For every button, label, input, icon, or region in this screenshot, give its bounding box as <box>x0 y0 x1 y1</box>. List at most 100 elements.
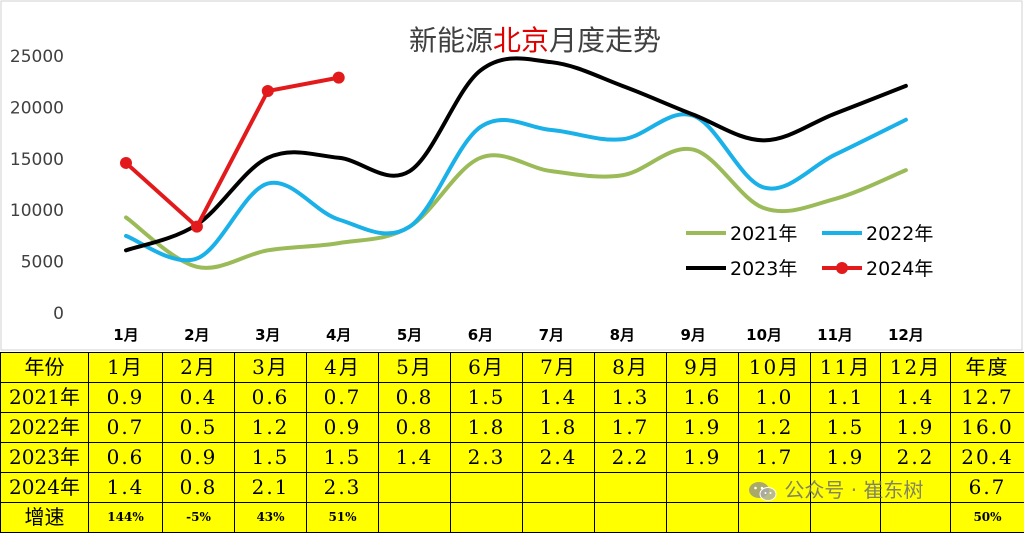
y-tick-label: 15000 <box>10 150 64 170</box>
table-cell <box>667 473 739 503</box>
table-cell: 0.9 <box>307 413 379 443</box>
x-tick-label: 9月 <box>680 326 705 344</box>
legend-label: 2021年 <box>730 223 797 245</box>
x-tick-label: 7月 <box>539 326 564 344</box>
table-cell: 1.3 <box>595 383 667 413</box>
table-cell: 4月 <box>307 353 379 383</box>
table-cell: 1.5 <box>235 443 307 473</box>
table-cell: 2.2 <box>881 443 951 473</box>
table-cell: 1.4 <box>881 383 951 413</box>
table-cell: 2.2 <box>595 443 667 473</box>
y-tick-label: 25000 <box>10 47 64 67</box>
table-cell: 1.2 <box>235 413 307 443</box>
table-cell <box>379 503 451 533</box>
table-cell: 2.1 <box>235 473 307 503</box>
x-tick-label: 6月 <box>468 326 493 344</box>
table-cell: 0.9 <box>163 443 235 473</box>
table-cell <box>595 503 667 533</box>
table-cell: 1.8 <box>451 413 523 443</box>
table-cell: 1.6 <box>667 383 739 413</box>
table-cell: 16.0 <box>951 413 1024 443</box>
data-point-2024年 <box>120 157 132 169</box>
x-tick-label: 8月 <box>610 326 635 344</box>
table-cell: 1月 <box>89 353 163 383</box>
table-cell: 12月 <box>881 353 951 383</box>
table-cell: 1.4 <box>523 383 595 413</box>
table-cell: 20.4 <box>951 443 1024 473</box>
table-cell: 0.6 <box>235 383 307 413</box>
x-tick-label: 2月 <box>184 326 209 344</box>
table-cell: 1.9 <box>667 413 739 443</box>
table-cell: 0.8 <box>379 383 451 413</box>
table-cell: 12.7 <box>951 383 1024 413</box>
table-cell: 1.7 <box>595 413 667 443</box>
table-cell: 2.4 <box>523 443 595 473</box>
table-row-label: 2024年 <box>1 473 89 503</box>
table-cell <box>667 503 739 533</box>
x-tick-label: 1月 <box>113 326 138 344</box>
table-cell: 3月 <box>235 353 307 383</box>
data-point-2024年 <box>191 221 203 233</box>
table-cell: 1.5 <box>811 413 881 443</box>
table-cell: 1.9 <box>811 443 881 473</box>
x-tick-label: 4月 <box>326 326 351 344</box>
table-cell: 0.8 <box>163 473 235 503</box>
table-cell: 0.8 <box>379 413 451 443</box>
table-cell: 1.2 <box>739 413 811 443</box>
chart-title: 新能源北京月度走势 <box>409 24 661 57</box>
x-tick-label: 3月 <box>255 326 280 344</box>
table-cell: 0.5 <box>163 413 235 443</box>
table-cell <box>451 503 523 533</box>
table-cell: 0.7 <box>89 413 163 443</box>
table-cell: 1.0 <box>739 383 811 413</box>
table-cell: 1.7 <box>739 443 811 473</box>
data-point-2024年 <box>262 85 274 97</box>
table-cell <box>595 473 667 503</box>
table-cell: 2月 <box>163 353 235 383</box>
chart-title-part: 月度走势 <box>549 24 661 57</box>
table-cell: 5月 <box>379 353 451 383</box>
table-cell: 0.9 <box>89 383 163 413</box>
table-cell <box>451 473 523 503</box>
table-cell: 1.1 <box>811 383 881 413</box>
wechat-icon <box>748 480 778 504</box>
table-cell <box>739 503 811 533</box>
table-cell: 年度 <box>951 353 1024 383</box>
table-cell: 0.7 <box>307 383 379 413</box>
table-cell <box>523 473 595 503</box>
table-row-label: 2023年 <box>1 443 89 473</box>
table-cell: 43% <box>235 503 307 533</box>
data-point-2024年 <box>333 72 345 84</box>
table-cell: 0.6 <box>89 443 163 473</box>
chart-title-part: 新能源 <box>409 24 493 57</box>
x-tick-label: 5月 <box>397 326 422 344</box>
table-cell: 1.4 <box>379 443 451 473</box>
table-cell: 2.3 <box>307 473 379 503</box>
table-cell: 8月 <box>595 353 667 383</box>
watermark: 公众号 · 崔东树 <box>748 474 1018 504</box>
table-cell <box>811 503 881 533</box>
table-row-label: 2022年 <box>1 413 89 443</box>
table-cell: 0.4 <box>163 383 235 413</box>
legend-label: 2022年 <box>866 223 933 245</box>
table-cell: 10月 <box>739 353 811 383</box>
table-cell <box>523 503 595 533</box>
table-cell: 11月 <box>811 353 881 383</box>
table-cell: 1.8 <box>523 413 595 443</box>
table-cell: 1.5 <box>451 383 523 413</box>
y-tick-label: 20000 <box>10 98 64 118</box>
table-row-label: 2021年 <box>1 383 89 413</box>
table-row-label: 增速 <box>1 503 89 533</box>
legend-label: 2024年 <box>866 258 933 280</box>
chart-title-part: 北京 <box>493 24 549 57</box>
table-cell: 50% <box>951 503 1024 533</box>
table-cell: 1.9 <box>667 443 739 473</box>
table-cell: 9月 <box>667 353 739 383</box>
table-cell: 7月 <box>523 353 595 383</box>
